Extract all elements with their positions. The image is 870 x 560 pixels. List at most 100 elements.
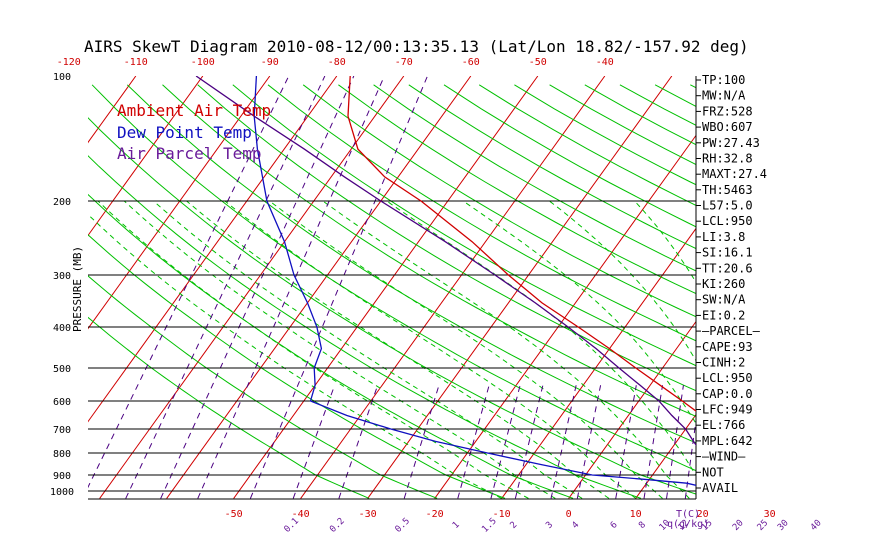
pressure-tick-label: 400 bbox=[53, 323, 71, 334]
dry-adiabat-line bbox=[88, 275, 438, 499]
stability-index-label: MAXT:27.4 bbox=[702, 167, 767, 181]
dry-adiabat-line bbox=[267, 84, 696, 342]
pressure-tick-label: 100 bbox=[53, 72, 71, 83]
isotherm-line bbox=[166, 76, 472, 499]
bottom-temp-tick-label: -10 bbox=[493, 509, 511, 520]
bottom-temp-tick-label: -50 bbox=[225, 509, 243, 520]
top-temp-tick-label: -100 bbox=[191, 57, 215, 68]
top-temp-tick-label: -40 bbox=[596, 57, 614, 68]
bottom-temp-tick-label: -40 bbox=[292, 509, 310, 520]
bottom-temp-tick-label: 0 bbox=[566, 509, 572, 520]
stability-index-label: AVAIL bbox=[702, 481, 738, 495]
dry-adiabat-line bbox=[126, 84, 696, 444]
mixing-ratio-line bbox=[764, 385, 774, 498]
dew-point-temp-line bbox=[253, 76, 696, 486]
mixing-ratio-tick-label: 2 bbox=[509, 520, 520, 531]
mixing-ratio-line bbox=[403, 385, 440, 499]
mixing-ratio-tick-label: 20 bbox=[731, 518, 746, 533]
stability-index-label: PW:27.43 bbox=[702, 136, 760, 150]
pressure-tick-label: 200 bbox=[53, 197, 71, 208]
mixing-ratio-line bbox=[490, 385, 521, 499]
mixing-ratio-line bbox=[643, 385, 664, 499]
mixing-ratio-tick-label: 6 bbox=[609, 520, 620, 531]
stability-index-label: TT:20.6 bbox=[702, 261, 753, 275]
dry-adiabat-line bbox=[761, 85, 870, 499]
isotherm-line bbox=[0, 76, 2, 498]
stability-index-label: TH:5463 bbox=[702, 183, 753, 197]
isotherm-line bbox=[233, 76, 539, 499]
stability-index-label: EL:766 bbox=[702, 418, 745, 432]
stability-index-label: CAPE:93 bbox=[702, 340, 753, 354]
mixing-ratio-tick-label: 3 bbox=[544, 520, 555, 531]
dry-adiabat-line bbox=[302, 84, 696, 318]
dry-adiabat-line bbox=[866, 85, 870, 499]
stability-index-label: —PARCEL— bbox=[702, 324, 761, 338]
isotherm-line bbox=[88, 76, 271, 330]
mixing-ratio-tick-label: 25 bbox=[756, 518, 771, 533]
moist-adiabat-line bbox=[123, 200, 556, 499]
mixing-ratio-line bbox=[160, 76, 355, 499]
stability-index-label: MW:N/A bbox=[702, 89, 746, 103]
dry-adiabat-line bbox=[232, 84, 696, 367]
mixing-ratio-line bbox=[338, 385, 379, 499]
stability-index-label: SI:16.1 bbox=[702, 246, 753, 260]
bottom-axis-unit: T(C) bbox=[676, 509, 700, 520]
bottom-temp-tick-label: 20 bbox=[697, 509, 709, 520]
isotherm-line bbox=[635, 413, 696, 499]
moist-adiabat-line bbox=[97, 200, 529, 499]
top-temp-tick-label: -70 bbox=[395, 57, 413, 68]
stability-index-label: RH:32.8 bbox=[702, 152, 753, 166]
pressure-tick-label: 1000 bbox=[50, 487, 74, 498]
pressure-tick-label: 900 bbox=[53, 471, 71, 482]
top-temp-tick-label: -80 bbox=[328, 57, 346, 68]
legend-dew-point-temp: Dew Point Temp bbox=[117, 123, 252, 142]
isotherm-line bbox=[88, 76, 338, 423]
bottom-temp-tick-label: 10 bbox=[630, 509, 642, 520]
pressure-tick-label: 600 bbox=[53, 397, 71, 408]
dry-adiabat-line bbox=[197, 84, 696, 392]
mixing-ratio-line bbox=[125, 76, 326, 499]
stability-index-label: EI:0.2 bbox=[702, 308, 745, 322]
dry-adiabat-line bbox=[478, 84, 696, 206]
pressure-tick-label: 500 bbox=[53, 364, 71, 375]
mixing-ratio-line bbox=[457, 385, 490, 499]
legend-air-parcel-temp: Air Parcel Temp bbox=[117, 144, 262, 163]
stability-index-label: CINH:2 bbox=[702, 356, 745, 370]
dry-adiabat-line bbox=[88, 316, 370, 499]
dry-adiabat-line bbox=[88, 193, 574, 499]
y-axis-label: PRESSURE (MB) bbox=[71, 246, 84, 332]
isotherm-line bbox=[568, 320, 696, 499]
stability-index-label: TP:100 bbox=[702, 73, 745, 87]
stability-index-label: SW:N/A bbox=[702, 293, 746, 307]
mixing-ratio-tick-label: 0.5 bbox=[393, 516, 412, 535]
mixing-ratio-line bbox=[550, 385, 577, 499]
moist-adiabat-line bbox=[186, 200, 610, 499]
moist-adiabat-line bbox=[88, 213, 502, 499]
stability-index-label: NOT bbox=[702, 465, 724, 479]
stability-index-label: MPL:642 bbox=[702, 434, 753, 448]
stability-index-label: LCL:950 bbox=[702, 214, 753, 228]
mixing-ratio-line bbox=[514, 385, 544, 499]
mixing-ratio-line bbox=[666, 385, 684, 499]
mixing-ratio-line bbox=[249, 76, 428, 499]
stability-index-label: KI:260 bbox=[702, 277, 745, 291]
isotherm-line bbox=[770, 76, 870, 498]
stability-index-label: LI:3.8 bbox=[702, 230, 745, 244]
dry-adiabat-line bbox=[88, 234, 506, 499]
mixing-ratio-line bbox=[818, 385, 823, 498]
legend-ambient-air-temp: Ambient Air Temp bbox=[117, 101, 271, 120]
moist-adiabat-line bbox=[224, 200, 637, 499]
background-grid bbox=[0, 76, 870, 499]
stability-index-label: L57:5.0 bbox=[702, 199, 753, 213]
stability-index-label: WBO:607 bbox=[702, 120, 753, 134]
mixing-ratio-line bbox=[576, 385, 602, 499]
bottom-temp-tick-label: -30 bbox=[359, 509, 377, 520]
bottom-temp-tick-label: 30 bbox=[764, 509, 776, 520]
moist-adiabat-line bbox=[322, 200, 690, 499]
top-temp-tick-label: -50 bbox=[529, 57, 547, 68]
pressure-tick-label: 300 bbox=[53, 271, 71, 282]
stability-index-label: CAP:0.0 bbox=[702, 387, 753, 401]
dry-adiabat-line bbox=[831, 85, 870, 499]
dry-adiabat-line bbox=[91, 84, 696, 472]
ambient-air-temp-line bbox=[347, 76, 696, 412]
